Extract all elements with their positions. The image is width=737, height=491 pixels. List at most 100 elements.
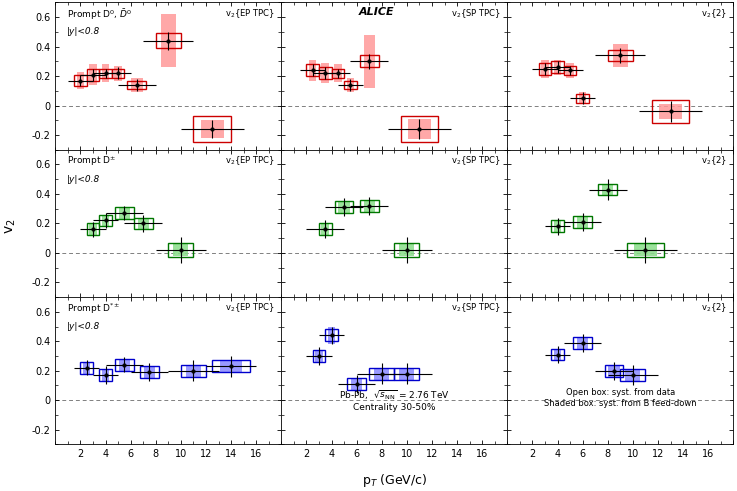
Bar [573,216,592,228]
Bar [99,369,112,381]
Bar [312,350,325,362]
Bar [212,360,250,372]
Bar [408,119,430,139]
Bar [115,207,133,219]
Bar [399,244,414,256]
Bar [77,72,84,89]
Bar [363,35,375,88]
Bar [114,66,122,81]
Text: v$_2$: v$_2$ [4,218,18,234]
Text: Prompt D$^{\pm}$: Prompt D$^{\pm}$ [66,154,116,168]
Bar [577,216,588,228]
Bar [99,69,112,78]
Bar [83,362,91,374]
Bar [579,92,587,104]
Bar [344,81,357,89]
Bar [309,60,316,81]
Bar [102,369,109,381]
Bar [119,207,130,219]
Bar [539,63,551,75]
Bar [325,329,338,341]
Bar [319,223,332,235]
Bar [626,243,664,257]
Bar [220,360,242,372]
Bar [553,349,562,360]
Bar [394,243,419,257]
Bar [360,55,379,67]
Text: Prompt D$^0$, $\bar{D}^0$: Prompt D$^0$, $\bar{D}^0$ [66,7,132,22]
Bar [363,200,375,212]
Bar [335,201,354,213]
Bar [112,69,125,78]
Text: Pb-Pb,  $\sqrt{s_{\rm NN}}$ = 2.76 TeV
Centrality 30-50%: Pb-Pb, $\sqrt{s_{\rm NN}}$ = 2.76 TeV Ce… [339,388,450,412]
Bar [102,64,109,82]
Bar [360,200,379,212]
Bar [173,244,189,256]
Bar [602,184,613,195]
Bar [346,78,354,92]
Text: v$_2${SP TPC}: v$_2${SP TPC} [451,301,500,314]
Bar [80,362,93,374]
Text: p$_{T}$ (GeV/c): p$_{T}$ (GeV/c) [362,471,427,489]
Text: v$_2${2}: v$_2${2} [701,154,727,167]
Bar [307,64,319,76]
Bar [89,223,97,235]
Bar [119,359,130,371]
Bar [161,14,176,67]
Text: Prompt D$^{*\pm}$: Prompt D$^{*\pm}$ [66,301,120,316]
Bar [347,378,366,390]
Bar [541,60,549,78]
Bar [131,78,142,92]
Bar [553,220,562,232]
Bar [74,75,87,86]
Bar [577,337,588,349]
Bar [99,215,112,226]
Bar [181,365,206,377]
Bar [351,378,363,390]
Bar [374,368,389,380]
Text: |y|<0.8: |y|<0.8 [66,322,99,331]
Bar [604,365,624,377]
Bar [138,218,149,229]
Bar [133,218,153,229]
Bar [612,44,628,67]
Bar [553,60,562,75]
Bar [144,366,155,378]
Text: v$_2${EP TPC}: v$_2${EP TPC} [225,7,274,20]
Bar [140,366,159,378]
Bar [334,64,341,82]
Bar [87,223,99,235]
Text: |y|<0.8: |y|<0.8 [66,27,99,36]
Bar [332,69,344,78]
Bar [566,63,574,78]
Bar [369,368,394,380]
Text: |y|<0.8: |y|<0.8 [66,175,99,184]
Bar [659,104,682,119]
Text: v$_2${EP TPC}: v$_2${EP TPC} [225,154,274,167]
Text: v$_2${2}: v$_2${2} [701,301,727,314]
Bar [328,327,335,344]
Text: v$_2${2}: v$_2${2} [701,7,727,20]
Bar [394,368,419,380]
Bar [102,215,109,226]
Bar [564,66,576,75]
Bar [634,244,657,256]
Bar [87,69,99,81]
Bar [551,349,564,360]
Bar [115,359,133,371]
Bar [186,365,201,377]
Bar [338,201,350,213]
Bar [168,243,193,257]
Bar [89,64,97,85]
Bar [193,116,231,142]
Text: v$_2${SP TPC}: v$_2${SP TPC} [451,7,500,20]
Text: ALICE: ALICE [358,7,394,17]
Bar [621,369,646,381]
Text: v$_2${SP TPC}: v$_2${SP TPC} [451,154,500,167]
Bar [652,100,689,123]
Text: v$_2${EP TPC}: v$_2${EP TPC} [225,301,274,314]
Bar [399,368,414,380]
Bar [319,67,332,79]
Bar [156,33,181,48]
Bar [573,337,592,349]
